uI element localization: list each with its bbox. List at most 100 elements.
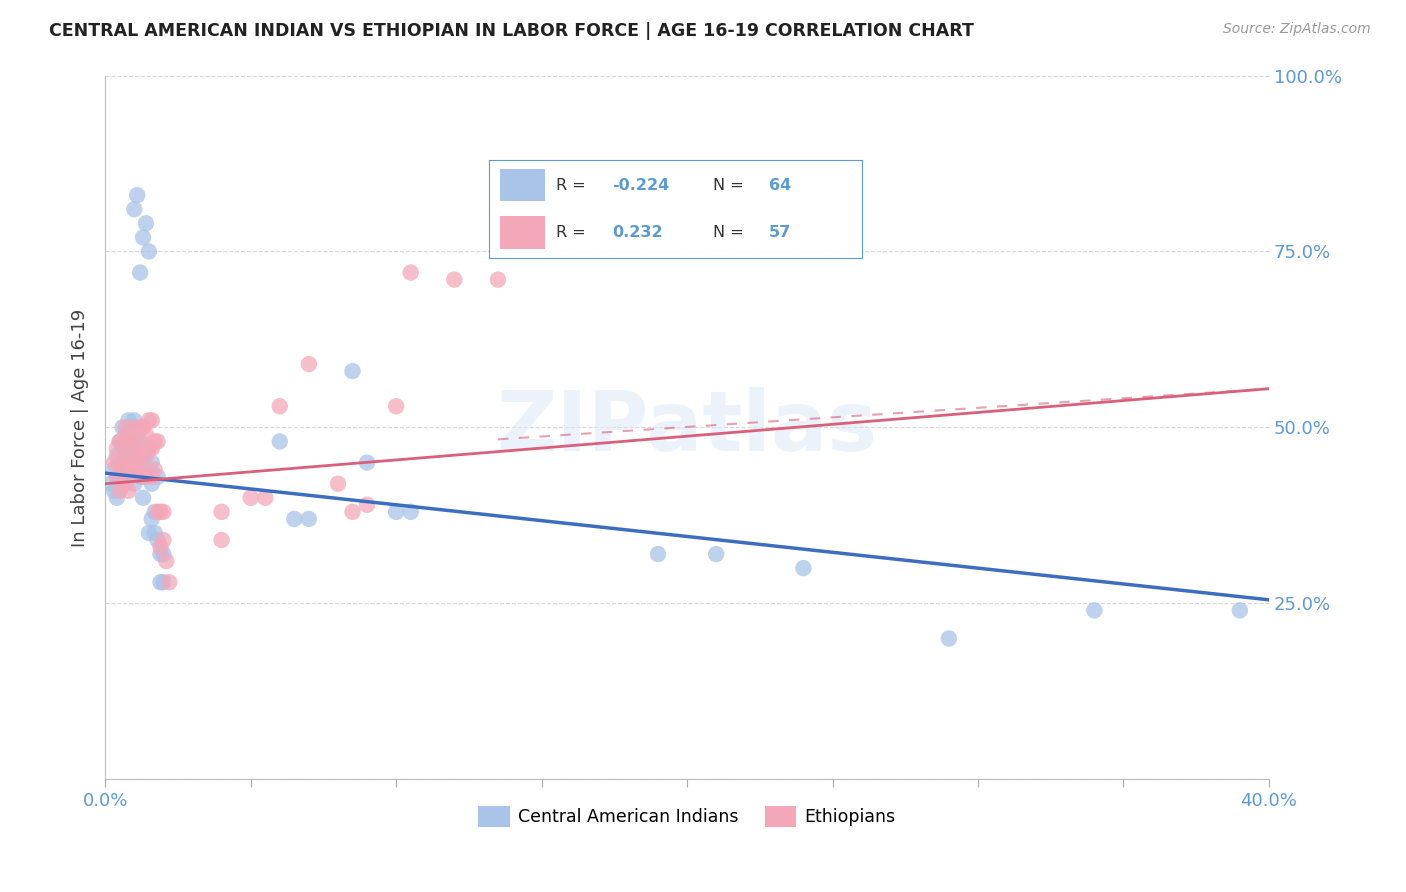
Point xyxy=(342,364,364,378)
Point xyxy=(1229,603,1251,617)
Point xyxy=(356,456,378,470)
Point xyxy=(135,427,157,442)
Point xyxy=(103,456,125,470)
Point xyxy=(108,469,131,483)
Point xyxy=(111,442,134,456)
Point xyxy=(105,442,128,456)
Text: Source: ZipAtlas.com: Source: ZipAtlas.com xyxy=(1223,22,1371,37)
Point xyxy=(108,456,131,470)
Point xyxy=(138,442,160,456)
Point xyxy=(132,491,155,505)
Point xyxy=(143,505,166,519)
Point xyxy=(149,575,172,590)
Point xyxy=(114,449,136,463)
Point xyxy=(146,434,169,449)
Point xyxy=(124,420,146,434)
Point xyxy=(146,505,169,519)
Point xyxy=(129,266,152,280)
Point xyxy=(269,434,291,449)
Point xyxy=(117,483,139,498)
Point xyxy=(114,469,136,483)
Point xyxy=(254,491,277,505)
Point xyxy=(152,533,174,547)
Point xyxy=(108,456,131,470)
Point xyxy=(127,449,149,463)
Point xyxy=(129,462,152,476)
Point xyxy=(117,456,139,470)
Point xyxy=(124,476,146,491)
Point xyxy=(141,469,163,483)
Y-axis label: In Labor Force | Age 16-19: In Labor Force | Age 16-19 xyxy=(72,309,89,547)
Point xyxy=(143,525,166,540)
Point xyxy=(117,427,139,442)
Point xyxy=(647,547,669,561)
Point xyxy=(211,533,233,547)
Point xyxy=(149,505,172,519)
Point xyxy=(211,505,233,519)
Point xyxy=(149,540,172,554)
Point xyxy=(143,434,166,449)
Point xyxy=(108,434,131,449)
Point xyxy=(120,434,142,449)
Point xyxy=(103,483,125,498)
Point xyxy=(117,413,139,427)
Point xyxy=(342,505,364,519)
Point xyxy=(129,434,152,449)
Point xyxy=(141,442,163,456)
Point xyxy=(385,505,408,519)
Point xyxy=(486,272,509,286)
Point xyxy=(149,547,172,561)
Point xyxy=(143,462,166,476)
Text: CENTRAL AMERICAN INDIAN VS ETHIOPIAN IN LABOR FORCE | AGE 16-19 CORRELATION CHAR: CENTRAL AMERICAN INDIAN VS ETHIOPIAN IN … xyxy=(49,22,974,40)
Point xyxy=(120,462,142,476)
Point xyxy=(124,202,146,217)
Point xyxy=(385,399,408,413)
Point xyxy=(141,413,163,427)
Point xyxy=(105,469,128,483)
Point xyxy=(138,244,160,259)
Point xyxy=(141,456,163,470)
Point xyxy=(111,462,134,476)
Point xyxy=(127,188,149,202)
Point xyxy=(120,420,142,434)
Point xyxy=(283,512,305,526)
Point xyxy=(152,505,174,519)
Point xyxy=(100,476,122,491)
Point xyxy=(138,525,160,540)
Point xyxy=(105,491,128,505)
Point xyxy=(105,449,128,463)
Point xyxy=(114,449,136,463)
Point xyxy=(141,476,163,491)
Point xyxy=(124,462,146,476)
Point xyxy=(111,434,134,449)
Point xyxy=(155,554,177,568)
Point xyxy=(114,420,136,434)
Point xyxy=(269,399,291,413)
Point xyxy=(152,575,174,590)
Point xyxy=(152,547,174,561)
Point xyxy=(135,449,157,463)
Point xyxy=(298,357,321,371)
Point xyxy=(120,469,142,483)
Point xyxy=(103,462,125,476)
Point xyxy=(326,476,349,491)
Point xyxy=(141,512,163,526)
Point xyxy=(120,449,142,463)
Point xyxy=(111,420,134,434)
Point xyxy=(114,427,136,442)
Point xyxy=(132,462,155,476)
Point xyxy=(124,442,146,456)
Point xyxy=(127,456,149,470)
Point xyxy=(108,434,131,449)
Point xyxy=(146,533,169,547)
Legend: Central American Indians, Ethiopians: Central American Indians, Ethiopians xyxy=(471,799,903,834)
Point xyxy=(138,469,160,483)
Point xyxy=(1083,603,1105,617)
Point xyxy=(146,469,169,483)
Point xyxy=(135,469,157,483)
Point xyxy=(157,575,180,590)
Point xyxy=(135,216,157,230)
Point xyxy=(443,272,465,286)
Point xyxy=(138,413,160,427)
Point xyxy=(132,449,155,463)
